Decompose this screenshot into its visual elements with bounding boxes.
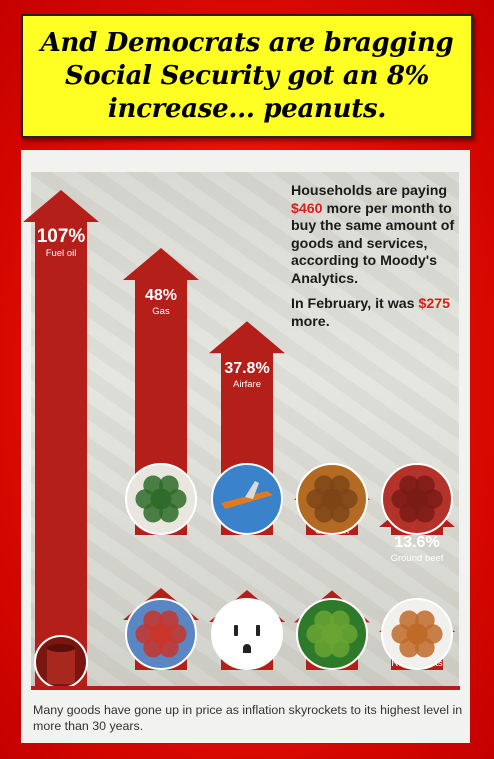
value-label: 37.8% (224, 360, 269, 377)
arrow-airfare: 37.8% Airfare (209, 321, 285, 535)
cars-icon (125, 598, 197, 670)
oil-barrel-icon (34, 635, 88, 689)
airplane-icon (211, 463, 283, 535)
arrow-restaurants: 9%Restaurants (379, 598, 455, 670)
summary-paragraph-1: Households are paying $460 more per mont… (291, 183, 455, 287)
footer-divider (31, 686, 460, 690)
headline-banner: And Democrats are bragging Social Securi… (21, 14, 473, 138)
arrow-groceries: 11.9%Groceries (294, 590, 370, 670)
arrow-new-cars-trucks: 12.6%New cars& trucks (123, 588, 199, 670)
category-label: Ground beef (391, 553, 444, 564)
amount-275: $275 (418, 296, 451, 312)
amount-460: $460 (291, 200, 323, 217)
summary-paragraph-2: In February, it was $275 more. (291, 296, 451, 330)
arrow-bar (123, 248, 199, 535)
inflation-arrow-chart: 107%Fuel oil 48% Gas 37.8% Airfare 17.4%Chick… (23, 190, 455, 690)
arrow-gas: 48% Gas (123, 248, 199, 535)
arrow-electricity: 12%Electricity (209, 590, 285, 670)
roast-chicken-icon (296, 463, 368, 535)
banner-line-3: increase... peanuts. (107, 93, 387, 124)
caption-text: Many goods have gone up in price as infl… (33, 703, 463, 733)
gas-pump-icon (125, 463, 197, 535)
banner-text: And Democrats are bragging Social Securi… (31, 27, 464, 126)
category-label: Gas (152, 306, 170, 317)
arrow-ground-beef: 13.6% Ground beef (379, 463, 455, 564)
category-label: Fuel oil (46, 248, 77, 259)
category-label: Airfare (233, 379, 261, 390)
banner-line-2: Social Security got an 8% (64, 60, 430, 91)
vegetables-icon (296, 598, 368, 670)
arrow-bar (23, 190, 99, 690)
arrow-fuel-oil: 107%Fuel oil (23, 190, 99, 690)
value-label: 48% (145, 287, 177, 304)
ground-beef-icon (381, 463, 453, 535)
arrow-chicken: 17.4%Chicken (294, 463, 370, 537)
value-label: 13.6% (394, 534, 439, 551)
power-outlet-icon (211, 598, 283, 670)
restaurant-plate-icon (381, 598, 453, 670)
banner-line-1: And Democrats are bragging (40, 27, 454, 58)
moodys-summary: Households are paying $460 more per mont… (291, 183, 466, 339)
infographic-panel: 107%Fuel oil 48% Gas 37.8% Airfare 17.4%Chick… (21, 150, 470, 743)
value-label: 107% (37, 226, 86, 247)
